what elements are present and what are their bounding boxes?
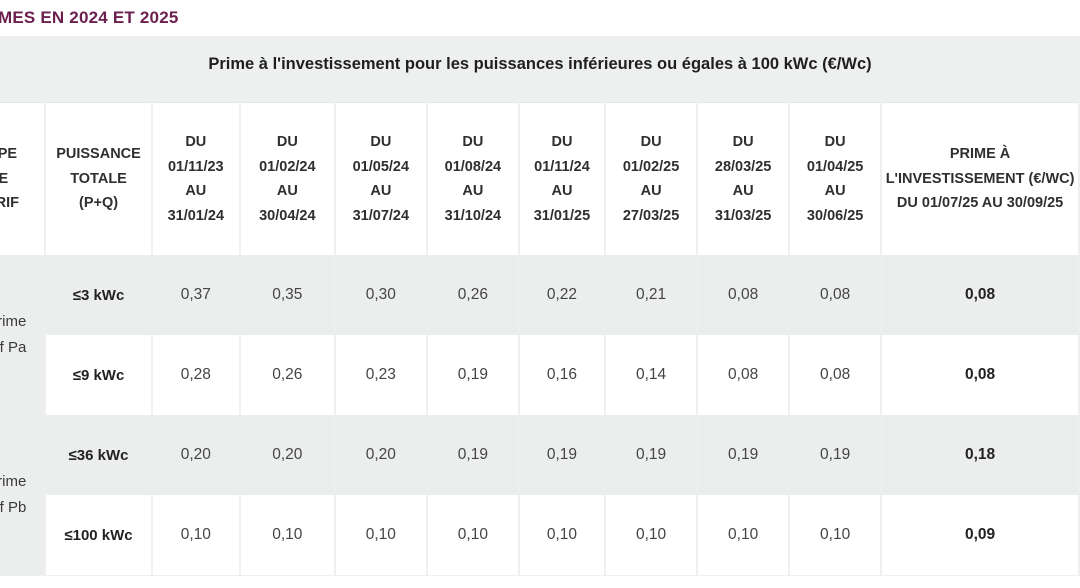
table-row: ≤9 kWc 0,28 0,26 0,23 0,19 0,16 0,14 0,0…: [0, 335, 1078, 415]
table-container: TYPE DE TARIF PUISSANCE TOTALE (P+Q) DU …: [0, 102, 1080, 575]
value-cell: 0,35: [240, 255, 334, 335]
value-cell: 0,30: [335, 255, 426, 335]
header-prime-current: PRIME À L'INVESTISSEMENT (€/Wc) DU 01/07…: [882, 102, 1078, 255]
table-caption: Prime à l'investissement pour les puissa…: [208, 55, 872, 73]
value-cell: 0,10: [698, 495, 789, 575]
header-period-1: DU 01/11/23 AU 31/01/24: [152, 102, 239, 255]
value-cell: 0,10: [606, 495, 697, 575]
value-cell: 0,21: [606, 255, 697, 335]
current-prime-cell: 0,08: [882, 335, 1078, 415]
header-period-8: DU 01/04/25 AU 30/06/25: [790, 102, 881, 255]
value-cell: 0,20: [152, 415, 239, 495]
value-cell: 0,16: [519, 335, 605, 415]
value-cell: 0,10: [790, 495, 881, 575]
value-cell: 0,26: [427, 255, 518, 335]
current-prime-cell: 0,08: [882, 255, 1078, 335]
value-cell: 0,10: [335, 495, 426, 575]
value-cell: 0,10: [152, 495, 239, 575]
header-period-4: DU 01/08/24 AU 31/10/24: [427, 102, 518, 255]
value-cell: 0,10: [427, 495, 518, 575]
value-cell: 0,26: [240, 335, 334, 415]
value-cell: 0,19: [698, 415, 789, 495]
value-cell: 0,19: [790, 415, 881, 495]
tariff-type-cell: Prime Tarif Pa: [0, 255, 45, 415]
power-cell: ≤100 kWc: [46, 495, 151, 575]
table-row: ≤100 kWc 0,10 0,10 0,10 0,10 0,10 0,10 0…: [0, 495, 1078, 575]
value-cell: 0,23: [335, 335, 426, 415]
value-cell: 0,10: [240, 495, 334, 575]
power-cell: ≤9 kWc: [46, 335, 151, 415]
header-period-5: DU 01/11/24 AU 31/01/25: [519, 102, 605, 255]
header-period-7: DU 28/03/25 AU 31/03/25: [698, 102, 789, 255]
tariff-type-cell: Prime Tarif Pb: [0, 415, 45, 575]
table-header-row: TYPE DE TARIF PUISSANCE TOTALE (P+Q) DU …: [0, 102, 1078, 255]
value-cell: 0,20: [240, 415, 334, 495]
header-period-6: DU 01/02/25 AU 27/03/25: [606, 102, 697, 255]
table-row: Prime Tarif Pb ≤36 kWc 0,20 0,20 0,20 0,…: [0, 415, 1078, 575]
value-cell: 0,19: [427, 415, 518, 495]
table-row: Prime Tarif Pa ≤3 kWc 0,37 0,35 0,30 0,2…: [0, 255, 1078, 415]
value-cell: 0,14: [606, 335, 697, 415]
value-cell: 0,19: [519, 415, 605, 495]
value-cell: 0,08: [698, 335, 789, 415]
current-prime-cell: 0,18: [882, 415, 1078, 495]
header-period-3: DU 01/05/24 AU 31/07/24: [335, 102, 426, 255]
value-cell: 0,10: [519, 495, 605, 575]
value-cell: 0,08: [790, 335, 881, 415]
header-type: TYPE DE TARIF: [0, 102, 45, 255]
value-cell: 0,20: [335, 415, 426, 495]
power-cell: ≤36 kWc: [46, 415, 151, 495]
current-prime-cell: 0,09: [882, 495, 1078, 575]
header-puissance: PUISSANCE TOTALE (P+Q): [46, 102, 151, 255]
section-heading: MES EN 2024 ET 2025: [0, 8, 179, 27]
prime-table: TYPE DE TARIF PUISSANCE TOTALE (P+Q) DU …: [0, 102, 1080, 575]
value-cell: 0,28: [152, 335, 239, 415]
header-period-2: DU 01/02/24 AU 30/04/24: [240, 102, 334, 255]
power-cell: ≤3 kWc: [46, 255, 151, 335]
value-cell: 0,19: [427, 335, 518, 415]
value-cell: 0,08: [790, 255, 881, 335]
value-cell: 0,19: [606, 415, 697, 495]
value-cell: 0,37: [152, 255, 239, 335]
value-cell: 0,22: [519, 255, 605, 335]
value-cell: 0,08: [698, 255, 789, 335]
